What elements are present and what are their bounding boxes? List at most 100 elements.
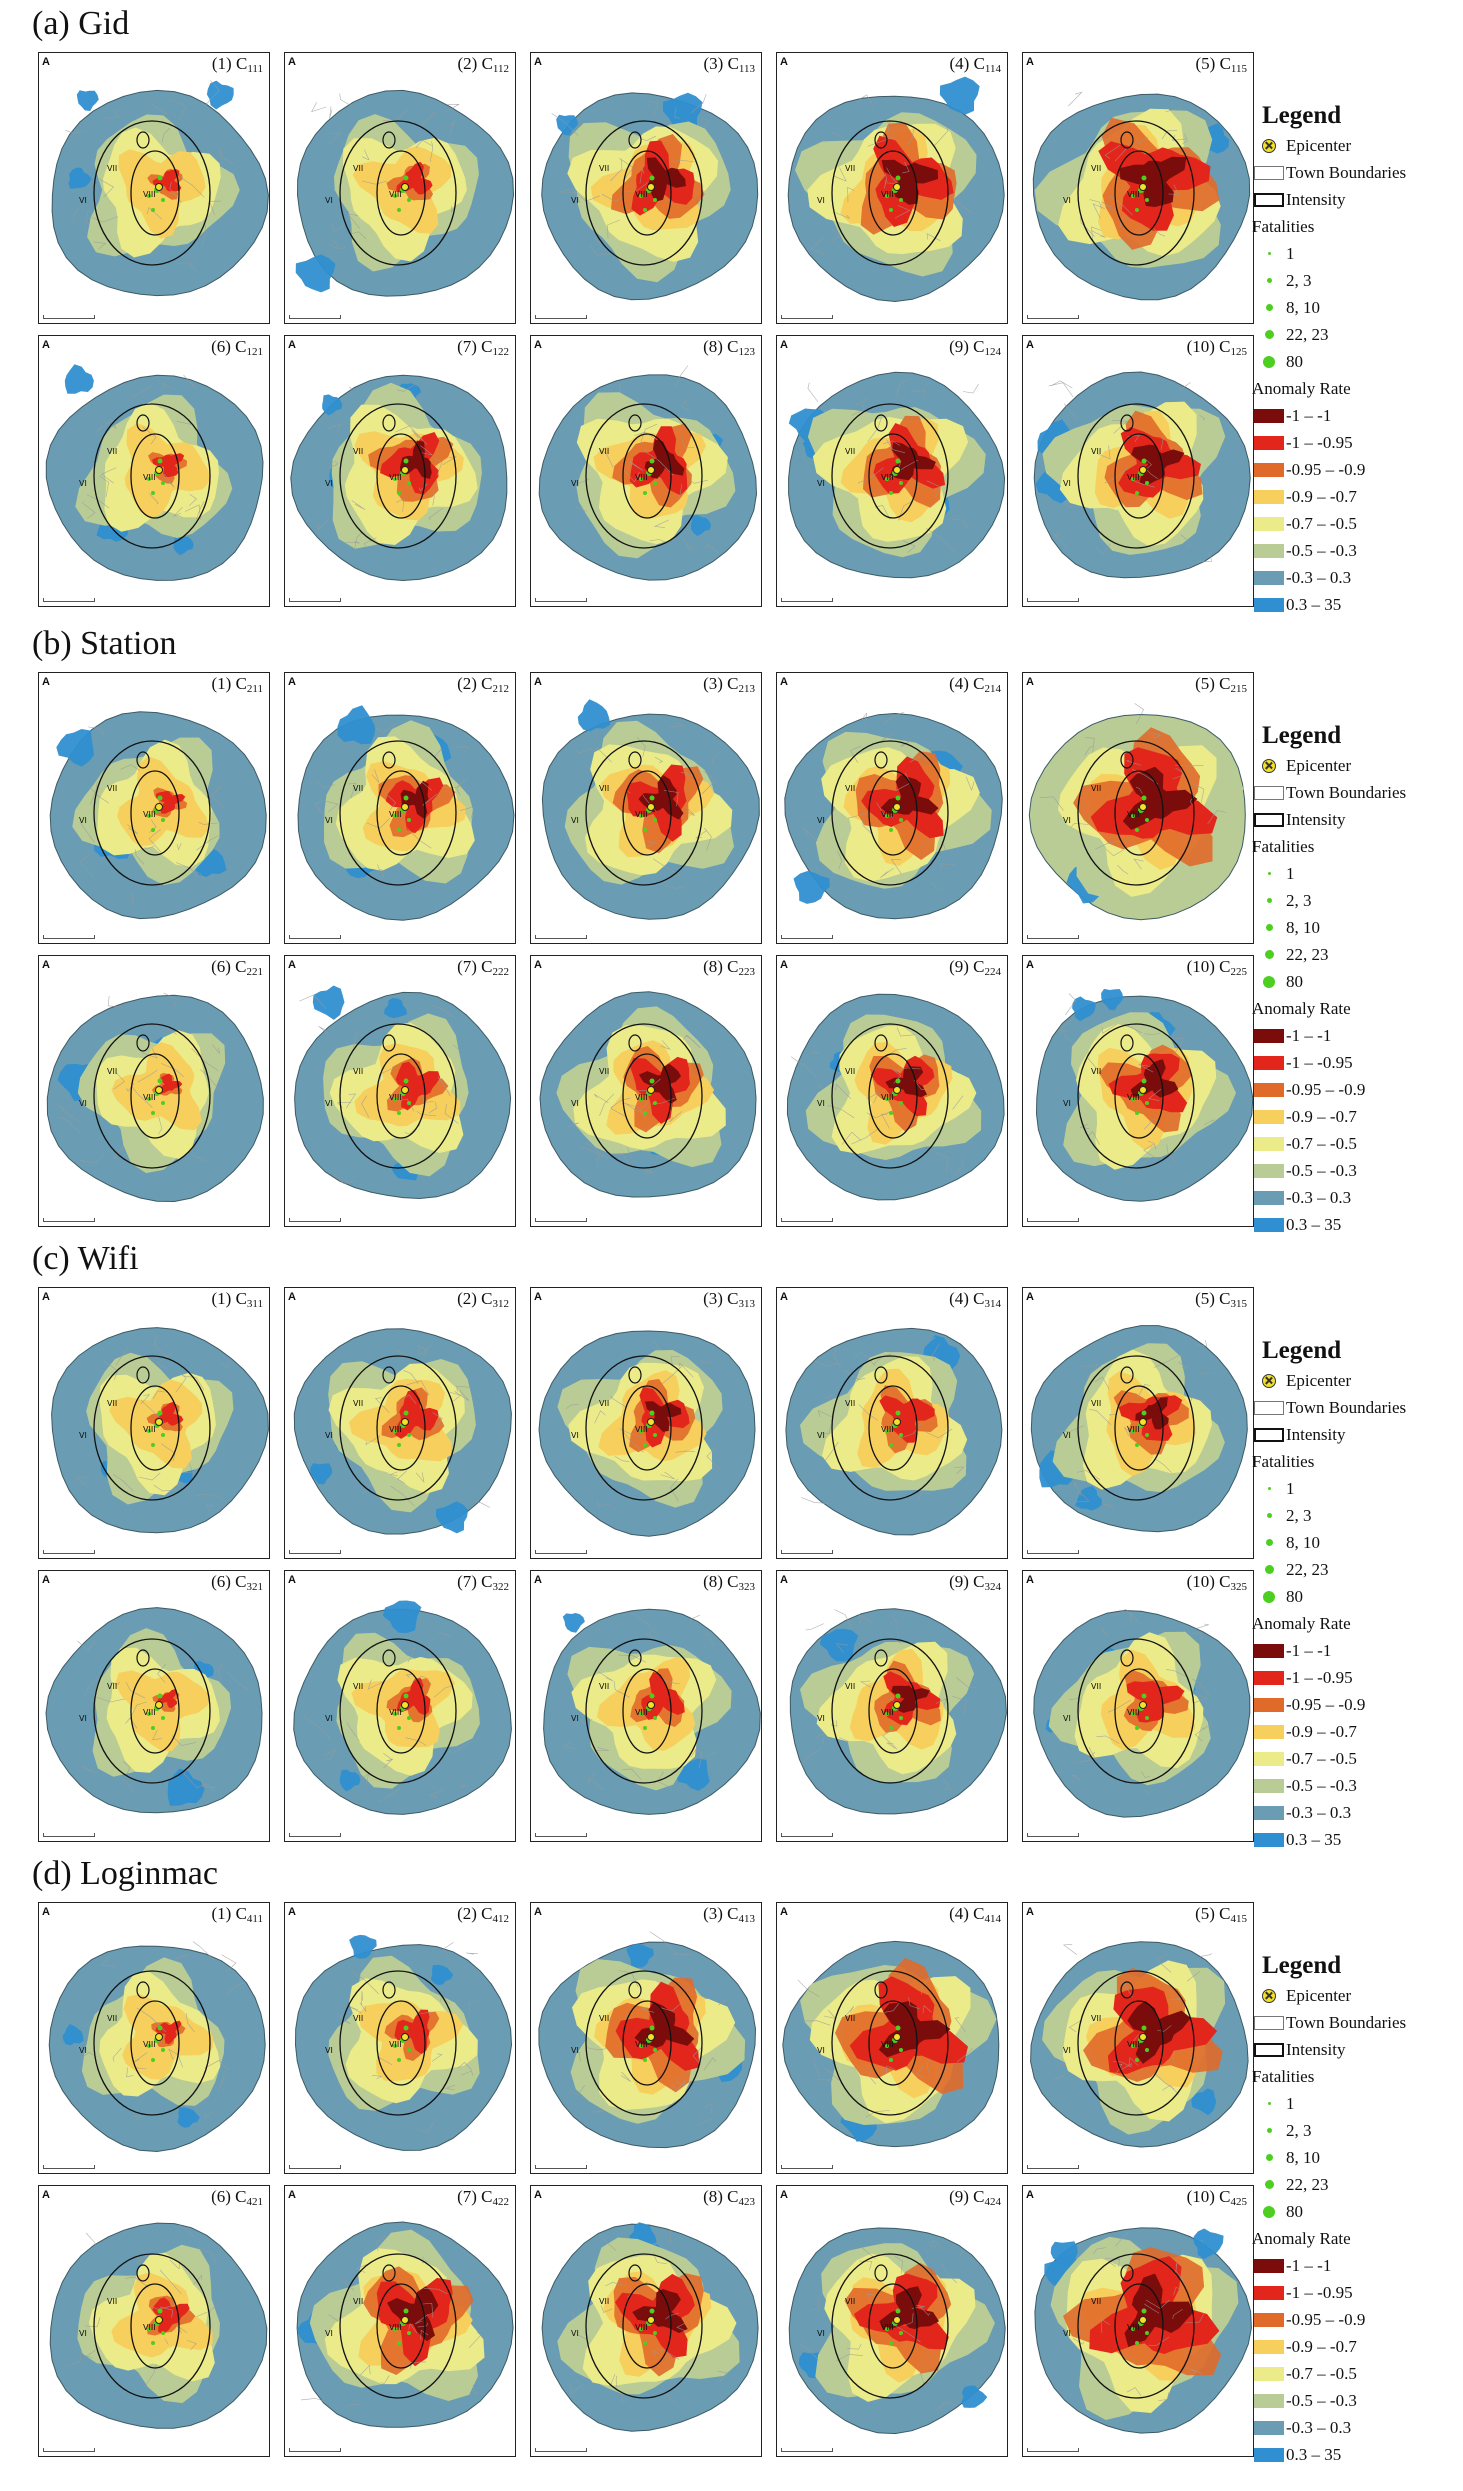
map-panel-c211: VI VII VIII A (1) C211 <box>38 672 270 944</box>
town-boundary <box>941 2263 958 2284</box>
town-boundary <box>415 139 434 148</box>
town-boundary <box>1169 1998 1181 2001</box>
zone-label-viii: VIII <box>1127 1708 1140 1717</box>
panel-letter: C <box>973 1289 985 1308</box>
town-boundary <box>954 2017 966 2033</box>
fatality-dot <box>649 2025 655 2031</box>
north-arrow-icon: A <box>42 339 50 351</box>
town-boundary <box>703 1631 715 1646</box>
epicenter-marker <box>1139 466 1147 474</box>
town-boundary <box>351 500 366 510</box>
town-boundary <box>1133 858 1144 870</box>
fatality-dot <box>885 2327 889 2331</box>
town-boundary <box>328 460 339 469</box>
legend-b: Legend Epicenter Town Boundaries Intensity F… <box>1252 720 1457 1238</box>
town-boundary <box>610 1395 627 1408</box>
town-boundary <box>907 129 914 146</box>
town-boundary <box>474 1501 491 1508</box>
legend-anomaly-8-label: 0.3 – 35 <box>1286 595 1342 614</box>
town-boundary <box>144 2363 157 2387</box>
zone-label-vii: VII <box>353 1682 363 1691</box>
panel-letter: C <box>1219 674 1231 693</box>
fatality-dot-icon <box>1266 2128 1272 2133</box>
panel-code: 214 <box>984 683 1002 695</box>
fatality-dot <box>1141 1078 1147 1084</box>
town-boundary <box>656 2348 680 2360</box>
town-boundary <box>374 1949 379 1956</box>
legend-anomaly-2-label: -1 – -0.95 <box>1286 1668 1353 1687</box>
panel-label: (3) C113 <box>703 54 755 75</box>
town-boundary <box>868 2072 877 2085</box>
panel-letter: C <box>727 1572 739 1591</box>
scale-bar <box>43 598 95 602</box>
town-boundary <box>110 1681 120 1685</box>
town-boundary <box>107 996 123 1008</box>
zone-label-vi: VI <box>571 1431 579 1440</box>
legend-fatality-4-symbol <box>1252 326 1286 344</box>
north-arrow-icon: A <box>534 1574 542 1586</box>
panel-label: (3) C413 <box>703 1904 755 1925</box>
zone-label-vii: VII <box>1091 447 1101 456</box>
scale-bar <box>781 1833 833 1837</box>
town-boundary <box>649 1931 678 1955</box>
town-boundary <box>1084 746 1093 756</box>
town-boundary <box>96 1696 126 1703</box>
intensity-line-vii <box>93 120 211 266</box>
fatality-dot <box>397 2341 401 2345</box>
legend-title: Legend <box>1262 1952 1342 1979</box>
town-boundary <box>847 2343 862 2350</box>
intensity-line-viii <box>130 433 180 519</box>
intensity-line-ix <box>1120 1366 1134 1384</box>
town-boundary <box>594 1747 610 1751</box>
intensity-line-vii <box>1077 1023 1195 1169</box>
intensity-line-vii <box>1077 403 1195 549</box>
panel-number: (9) <box>949 957 969 976</box>
intensity-line-ix <box>874 131 888 149</box>
panel-letter: C <box>1219 2187 1231 2206</box>
scale-bar <box>43 1833 95 1837</box>
anomaly-swatch <box>1254 2312 1284 2327</box>
town-boundary <box>950 518 968 529</box>
town-boundary <box>115 1346 129 1366</box>
town-boundary <box>1091 226 1102 241</box>
town-boundary <box>811 1052 820 1054</box>
epicenter-marker <box>893 2033 901 2041</box>
intensity-line-vii <box>93 1638 211 1784</box>
panel-label: (8) C123 <box>703 337 755 358</box>
scale-bar <box>43 315 95 319</box>
zone-label-viii: VIII <box>881 810 894 819</box>
zone-label-vii: VII <box>1091 1682 1101 1691</box>
intensity-line-ix <box>136 131 150 149</box>
intensity-line-viii <box>376 433 426 519</box>
town-boundary <box>373 723 397 733</box>
intensity-line-viii <box>1114 433 1164 519</box>
positive-anomaly-patch <box>662 92 703 131</box>
anomaly-zone-maximum <box>1127 2001 1191 2064</box>
town-boundary <box>653 2350 659 2356</box>
panel-number: (2) <box>457 54 478 73</box>
epicenter-marker <box>155 466 163 474</box>
town-boundary <box>883 711 905 725</box>
scale-bar <box>535 1833 587 1837</box>
legend-town-boundaries-label: Town Boundaries <box>1286 783 1407 802</box>
epicenter-marker <box>155 803 163 811</box>
zone-label-vii: VII <box>1091 1067 1101 1076</box>
intensity-line-ix <box>382 1649 396 1667</box>
fatality-dot-icon <box>1263 975 1275 988</box>
town-boundary <box>217 2070 225 2092</box>
zone-label-vii: VII <box>599 1682 609 1691</box>
fatality-dot <box>403 1078 409 1084</box>
panel-letter: C <box>727 337 739 356</box>
town-boundary <box>1053 533 1069 550</box>
legend-anomaly-3: -0.95 – -0.9 <box>1252 2306 1457 2333</box>
town-boundary <box>104 109 120 119</box>
legend-anomaly-1-label: -1 – -1 <box>1286 1641 1332 1660</box>
panel-letter: C <box>727 54 739 73</box>
legend-fatality-5: 80 <box>1252 1583 1457 1610</box>
north-arrow-icon: A <box>288 1291 296 1303</box>
fatality-dot <box>895 1078 901 1084</box>
town-boundary <box>839 1737 849 1742</box>
town-boundary <box>329 106 333 119</box>
